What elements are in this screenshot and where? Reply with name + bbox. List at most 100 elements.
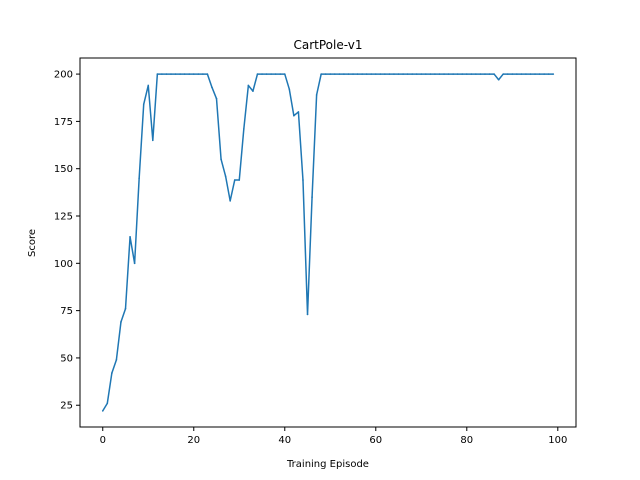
data-point — [279, 73, 282, 75]
data-point — [256, 73, 259, 75]
data-point — [229, 200, 231, 202]
data-point — [415, 73, 418, 75]
data-point — [397, 73, 400, 75]
data-point — [443, 73, 445, 75]
y-tick-label: 150 — [54, 164, 73, 175]
data-point — [106, 402, 109, 405]
data-point — [274, 73, 277, 75]
data-point — [161, 73, 163, 75]
data-point — [438, 73, 441, 75]
y-axis-label: Score — [27, 229, 38, 257]
data-point — [497, 78, 500, 81]
data-point — [447, 73, 450, 75]
data-point — [261, 73, 263, 75]
data-point — [147, 84, 150, 87]
data-point — [493, 73, 495, 75]
y-tick-label: 100 — [54, 259, 73, 270]
data-point — [170, 73, 172, 75]
x-tick-label: 0 — [100, 435, 106, 446]
data-point — [334, 73, 336, 75]
x-axis: 0 20 40 60 80 100 — [100, 427, 567, 446]
data-point — [525, 73, 527, 75]
data-point — [488, 73, 491, 75]
data-point — [511, 73, 514, 75]
data-point — [188, 73, 191, 75]
x-tick-label: 60 — [369, 435, 382, 446]
data-point — [361, 73, 363, 75]
data-point — [365, 73, 368, 75]
data-point — [343, 73, 345, 75]
data-point — [411, 73, 413, 75]
y-axis: 25 50 75 100 125 150 175 200 — [54, 70, 80, 412]
data-point — [547, 73, 550, 75]
data-point — [356, 73, 359, 75]
data-point — [283, 73, 286, 75]
x-tick-label: 80 — [460, 435, 473, 446]
data-point — [115, 359, 118, 361]
data-point — [352, 73, 354, 75]
data-point — [311, 196, 313, 198]
data-point — [111, 372, 113, 374]
data-point — [552, 73, 555, 75]
y-tick-label: 125 — [54, 212, 73, 223]
data-point — [211, 86, 213, 89]
data-point — [142, 103, 145, 106]
data-point — [270, 73, 272, 75]
y-tick-label: 50 — [60, 353, 73, 364]
data-point — [243, 128, 245, 130]
data-point — [520, 73, 523, 75]
data-point — [338, 73, 341, 75]
data-point — [425, 73, 427, 75]
data-point — [470, 73, 473, 75]
data-point — [370, 73, 373, 75]
data-point — [288, 88, 291, 91]
data-point — [192, 73, 195, 75]
data-point — [329, 73, 332, 75]
data-point — [479, 73, 482, 75]
x-tick-label: 40 — [278, 435, 291, 446]
y-tick-label: 200 — [54, 70, 73, 81]
data-point — [393, 73, 395, 75]
data-point — [456, 73, 459, 75]
data-point — [306, 313, 309, 316]
data-point — [101, 410, 104, 412]
data-point — [129, 236, 131, 238]
y-tick-label: 25 — [60, 401, 73, 412]
data-point — [252, 90, 254, 92]
data-point — [543, 73, 545, 75]
data-point — [461, 73, 464, 75]
data-point — [202, 73, 204, 75]
data-point — [220, 158, 222, 161]
data-point — [452, 73, 454, 75]
data-point — [174, 73, 177, 75]
data-point — [124, 307, 127, 310]
data-point — [138, 177, 140, 179]
axes-frame — [79, 57, 577, 428]
data-point — [215, 97, 218, 100]
data-point — [179, 73, 181, 75]
plot-area — [101, 73, 555, 412]
data-point — [465, 73, 468, 75]
data-point — [247, 84, 250, 87]
x-tick-label: 20 — [187, 435, 200, 446]
y-tick-label: 175 — [54, 117, 73, 128]
data-point — [379, 73, 382, 75]
data-point — [506, 73, 509, 75]
data-point — [475, 73, 477, 75]
data-point — [315, 94, 318, 96]
data-point — [152, 139, 154, 142]
series-line — [102, 73, 554, 412]
data-point — [320, 73, 322, 75]
data-point — [197, 73, 200, 75]
data-point — [265, 73, 268, 75]
data-point — [165, 73, 168, 75]
data-point — [233, 179, 236, 181]
data-point — [429, 73, 432, 75]
data-point — [324, 73, 327, 75]
y-tick-label: 75 — [60, 306, 73, 317]
data-point — [502, 73, 504, 75]
data-point — [388, 73, 391, 75]
x-axis-label: Training Episode — [286, 459, 369, 470]
